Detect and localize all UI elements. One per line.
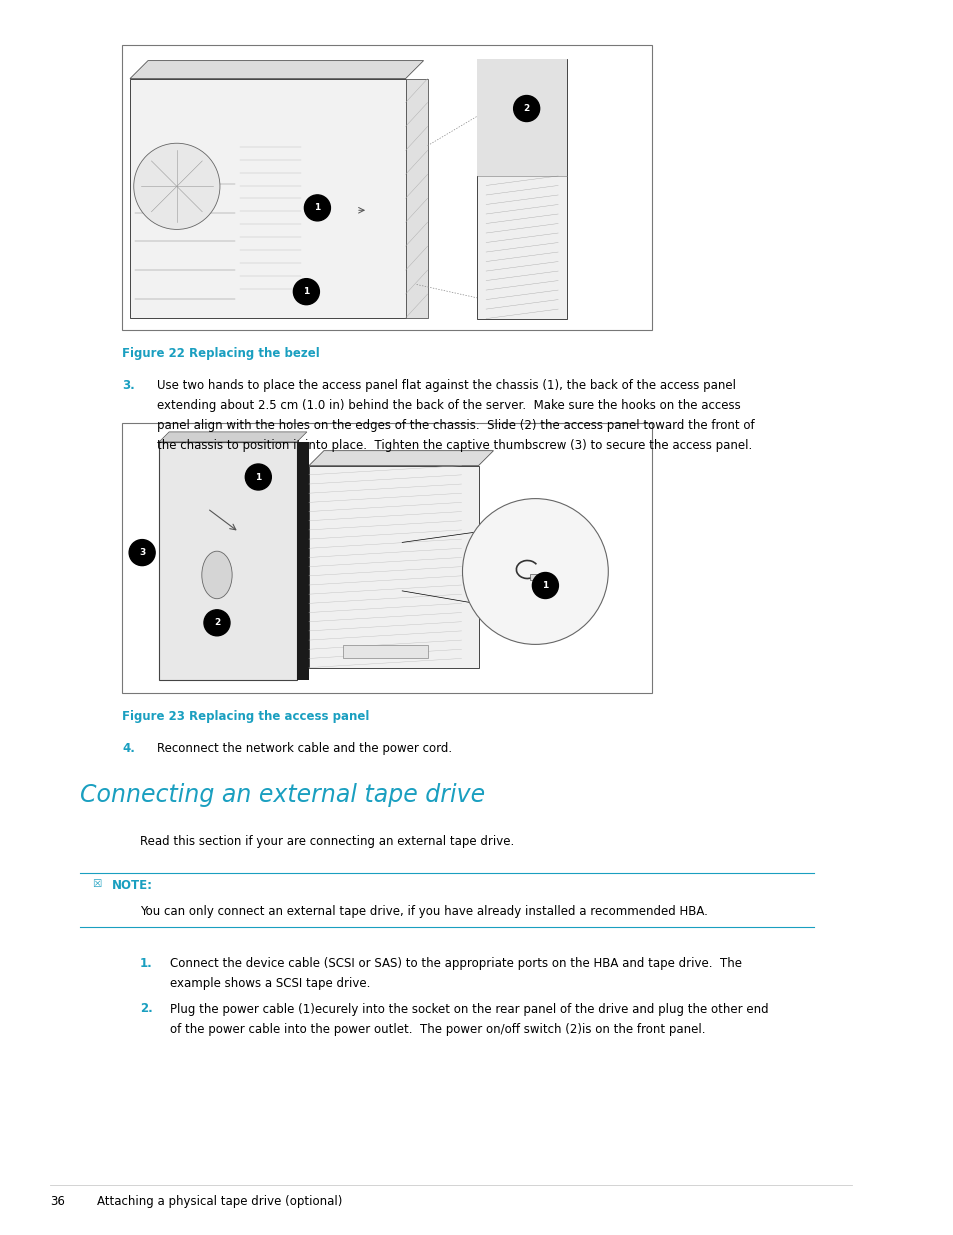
- Text: Use two hands to place the access panel flat against the chassis (1), the back o: Use two hands to place the access panel …: [157, 379, 735, 391]
- Text: 2.: 2.: [140, 1003, 152, 1015]
- Bar: [159, 442, 296, 679]
- Text: 1: 1: [541, 580, 548, 590]
- Text: Figure 23 Replacing the access panel: Figure 23 Replacing the access panel: [122, 710, 369, 722]
- Text: 1.: 1.: [140, 957, 152, 969]
- Text: example shows a SCSI tape drive.: example shows a SCSI tape drive.: [170, 977, 370, 990]
- Text: You can only connect an external tape drive, if you have already installed a rec: You can only connect an external tape dr…: [140, 905, 707, 918]
- Text: 1: 1: [303, 288, 309, 296]
- Text: of the power cable into the power outlet.  The power on/off switch (2)is on the : of the power cable into the power outlet…: [170, 1023, 705, 1036]
- Polygon shape: [159, 432, 307, 442]
- Polygon shape: [309, 451, 493, 466]
- Bar: [530, 573, 548, 579]
- Circle shape: [532, 573, 558, 599]
- Circle shape: [245, 464, 271, 490]
- Bar: [476, 59, 567, 175]
- Text: 1: 1: [314, 204, 320, 212]
- Text: ☒: ☒: [91, 879, 101, 889]
- Bar: [342, 646, 427, 657]
- Text: extending about 2.5 cm (1.0 in) behind the back of the server.  Make sure the ho: extending about 2.5 cm (1.0 in) behind t…: [157, 399, 740, 412]
- Bar: [122, 44, 651, 330]
- Bar: [296, 442, 309, 679]
- Circle shape: [294, 279, 319, 305]
- Ellipse shape: [202, 551, 232, 599]
- Text: 2: 2: [213, 619, 220, 627]
- Bar: [122, 424, 651, 693]
- Bar: [130, 79, 405, 317]
- Text: 4.: 4.: [122, 742, 134, 755]
- Circle shape: [513, 95, 539, 121]
- Text: NOTE:: NOTE:: [112, 879, 152, 892]
- Text: Read this section if your are connecting an external tape drive.: Read this section if your are connecting…: [140, 835, 514, 848]
- Circle shape: [304, 195, 330, 221]
- Text: Figure 22 Replacing the bezel: Figure 22 Replacing the bezel: [122, 347, 319, 359]
- Circle shape: [133, 143, 220, 230]
- Circle shape: [204, 610, 230, 636]
- Text: 36: 36: [50, 1195, 65, 1208]
- Text: 2: 2: [523, 104, 529, 114]
- Text: Attaching a physical tape drive (optional): Attaching a physical tape drive (optiona…: [97, 1195, 342, 1208]
- Text: Connect the device cable (SCSI or SAS) to the appropriate ports on the HBA and t: Connect the device cable (SCSI or SAS) t…: [170, 957, 741, 969]
- Circle shape: [462, 499, 608, 645]
- Bar: [309, 466, 478, 668]
- Bar: [476, 59, 567, 319]
- Text: Connecting an external tape drive: Connecting an external tape drive: [80, 783, 485, 806]
- Text: the chassis to position it into place.  Tighten the captive thumbscrew (3) to se: the chassis to position it into place. T…: [157, 440, 752, 452]
- Circle shape: [129, 540, 155, 566]
- Bar: [405, 79, 427, 317]
- Text: 1: 1: [254, 473, 261, 482]
- Text: Plug the power cable (1)ecurely into the socket on the rear panel of the drive a: Plug the power cable (1)ecurely into the…: [170, 1003, 768, 1015]
- Text: 3: 3: [139, 548, 145, 557]
- Text: 3.: 3.: [122, 379, 134, 391]
- Text: Reconnect the network cable and the power cord.: Reconnect the network cable and the powe…: [157, 742, 452, 755]
- Text: panel align with the holes on the edges of the chassis.  Slide (2) the access pa: panel align with the holes on the edges …: [157, 419, 754, 432]
- Polygon shape: [130, 61, 423, 79]
